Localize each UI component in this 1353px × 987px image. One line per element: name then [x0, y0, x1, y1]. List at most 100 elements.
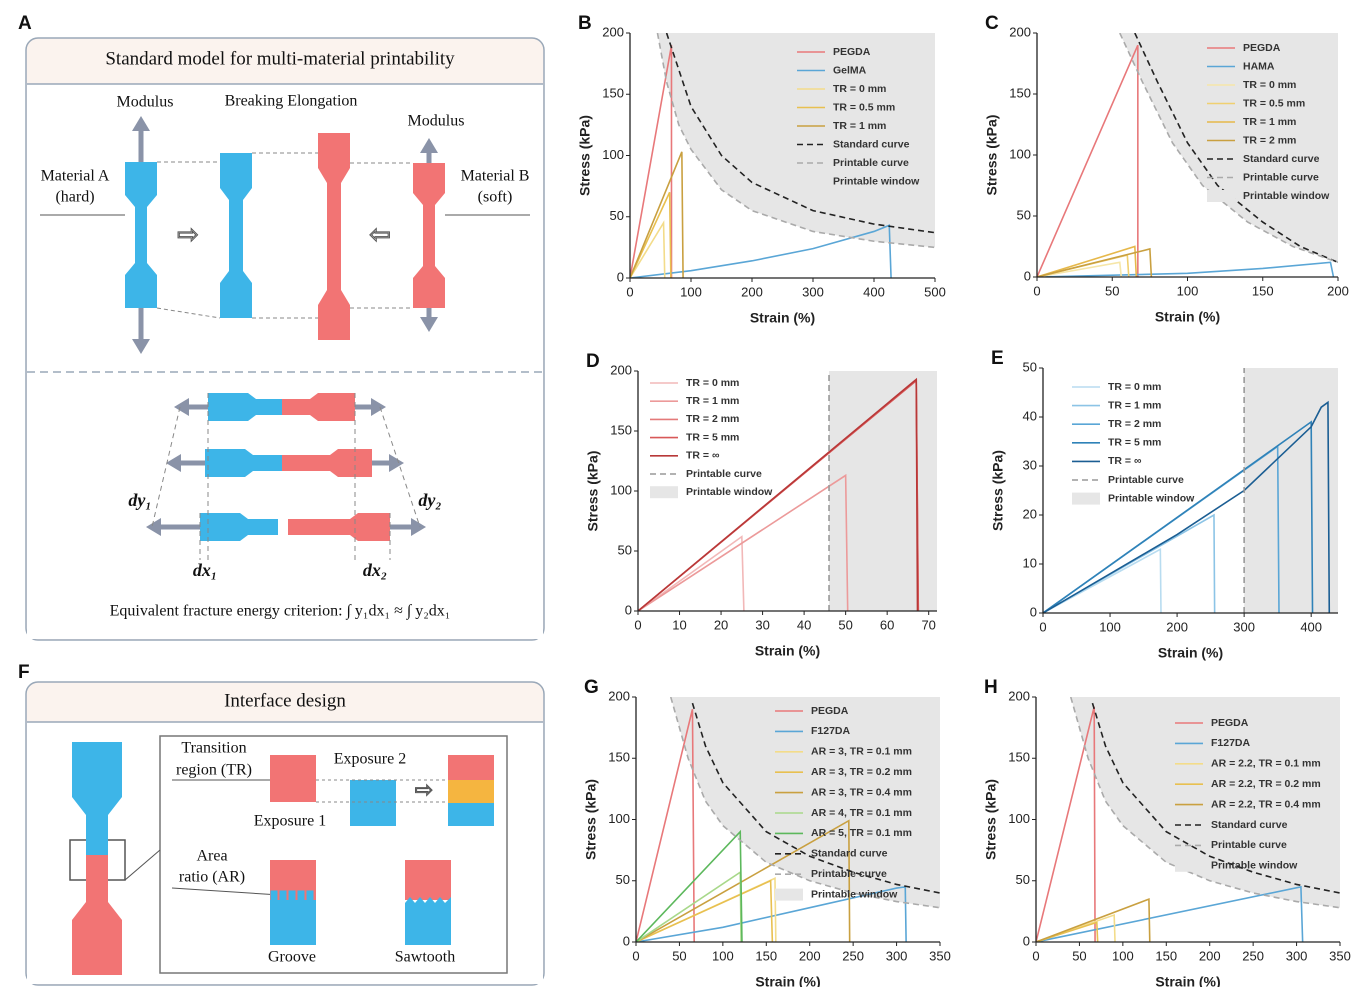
y-tick-label: 150	[602, 86, 624, 101]
series-line	[1043, 547, 1162, 613]
label: ratio (AR)	[179, 869, 245, 886]
panel-label: G	[584, 677, 599, 698]
y-tick-label: 200	[1009, 24, 1031, 39]
x-tick-label: 350	[1329, 948, 1351, 963]
legend-label: TR = 2 mm	[686, 413, 739, 425]
legend-label: AR = 2.2, TR = 0.1 mm	[1211, 758, 1321, 770]
y-tick-label: 150	[1008, 750, 1030, 765]
x-tick-label: 200	[1199, 948, 1221, 963]
y-tick-label: 200	[1008, 688, 1030, 703]
series-line	[1037, 245, 1138, 277]
arrow-head	[389, 454, 404, 472]
arrow-icon: ⇨	[177, 219, 199, 249]
x-tick-label: 300	[1233, 619, 1255, 634]
legend-label: HAMA	[1243, 60, 1275, 72]
panel-title: Interface design	[224, 690, 346, 711]
series-line	[636, 885, 907, 942]
x-tick-label: 50	[1072, 948, 1086, 963]
label: Exposure 2	[334, 751, 406, 768]
x-axis-label: Strain (%)	[1155, 309, 1220, 325]
y-axis-label: Stress (kPa)	[984, 115, 1000, 196]
legend-label: TR = 0.5 mm	[1243, 97, 1305, 109]
series-line	[636, 709, 695, 942]
label: dy₂	[418, 490, 441, 510]
label: Sawtooth	[395, 949, 455, 966]
legend-label: AR = 5, TR = 0.1 mm	[811, 827, 912, 839]
panel-label: C	[985, 13, 999, 34]
y-tick-label: 30	[1023, 457, 1037, 472]
x-tick-label: 200	[1166, 619, 1188, 634]
specimen	[125, 162, 157, 308]
y-axis-label: Stress (kPa)	[585, 451, 601, 532]
blue-block	[448, 803, 494, 826]
inset-box	[159, 735, 508, 974]
legend-label: TR = 0 mm	[1108, 381, 1161, 393]
leader	[171, 887, 281, 896]
x-tick-label: 30	[755, 617, 769, 632]
x-tick-label: 100	[1099, 619, 1121, 634]
series-line	[636, 819, 851, 942]
guide	[151, 406, 181, 528]
x-tick-label: 100	[680, 284, 702, 299]
x-tick-label: 40	[797, 617, 811, 632]
series-line	[638, 535, 745, 611]
chart: H 0 50 100 150 200 250 300 350 0 50 100 150 200 Strain…	[983, 677, 1351, 987]
x-tick-label: 200	[741, 284, 763, 299]
specimen	[208, 393, 282, 421]
printable-window	[657, 33, 935, 248]
label: Transition	[181, 740, 246, 757]
x-tick-label: 60	[880, 617, 894, 632]
legend-label: TR = ∞	[1108, 455, 1142, 467]
series-line	[630, 151, 684, 278]
x-tick-label: 500	[924, 284, 946, 299]
groove-teeth	[270, 890, 314, 900]
legend-label: TR = 0 mm	[686, 377, 739, 389]
y-tick-label: 50	[610, 208, 624, 223]
arrow-icon: ⇦	[369, 219, 391, 249]
legend-swatch	[797, 175, 825, 188]
blue-block	[350, 780, 396, 826]
x-tick-label: 150	[755, 948, 777, 963]
x-axis-label: Strain (%)	[1158, 645, 1223, 661]
y-tick-label: 50	[1023, 359, 1037, 374]
x-tick-label: 350	[929, 948, 951, 963]
x-tick-label: 50	[1105, 283, 1119, 298]
chart: B 0 100 200 300 400 500 0 50 100 150 200 Strain (%) S…	[577, 13, 946, 326]
panel-title: Standard model for multi-material printa…	[105, 48, 455, 69]
x-tick-label: 300	[1286, 948, 1308, 963]
y-tick-label: 0	[623, 933, 630, 948]
legend-label: TR = 1 mm	[833, 120, 886, 132]
legend-label: AR = 3, TR = 0.4 mm	[811, 786, 912, 798]
arrow-icon: ⇨	[415, 777, 433, 802]
panel-label: D	[586, 351, 600, 372]
specimen	[205, 449, 282, 477]
legend-label: Printable window	[833, 175, 920, 187]
legend-label: TR = 5 mm	[686, 431, 739, 443]
series-line	[1036, 706, 1096, 942]
label: Area	[196, 848, 227, 865]
legend-label: AR = 3, TR = 0.1 mm	[811, 746, 912, 758]
x-tick-label: 0	[1033, 283, 1040, 298]
legend-label: Printable curve	[1243, 171, 1319, 183]
series-line	[636, 879, 774, 942]
series-line	[1043, 400, 1331, 613]
sawtooth-teeth	[405, 897, 451, 903]
label: Exposure 1	[254, 813, 326, 830]
legend-label: Printable window	[1243, 190, 1330, 202]
x-tick-label: 150	[1252, 283, 1274, 298]
y-tick-label: 100	[608, 811, 630, 826]
arrow-head	[174, 398, 189, 416]
arrow-head	[420, 138, 438, 153]
legend-label: PEGDA	[833, 46, 871, 58]
x-tick-label: 0	[626, 284, 633, 299]
label: dx₂	[363, 560, 387, 580]
y-tick-label: 100	[1009, 146, 1031, 161]
y-tick-label: 200	[610, 362, 632, 377]
specimen	[72, 742, 122, 855]
series-line	[1037, 247, 1153, 277]
specimen	[413, 163, 445, 308]
x-tick-label: 150	[1155, 948, 1177, 963]
legend-label: Printable curve	[1211, 839, 1287, 851]
legend-label: TR = 1 mm	[1108, 399, 1161, 411]
